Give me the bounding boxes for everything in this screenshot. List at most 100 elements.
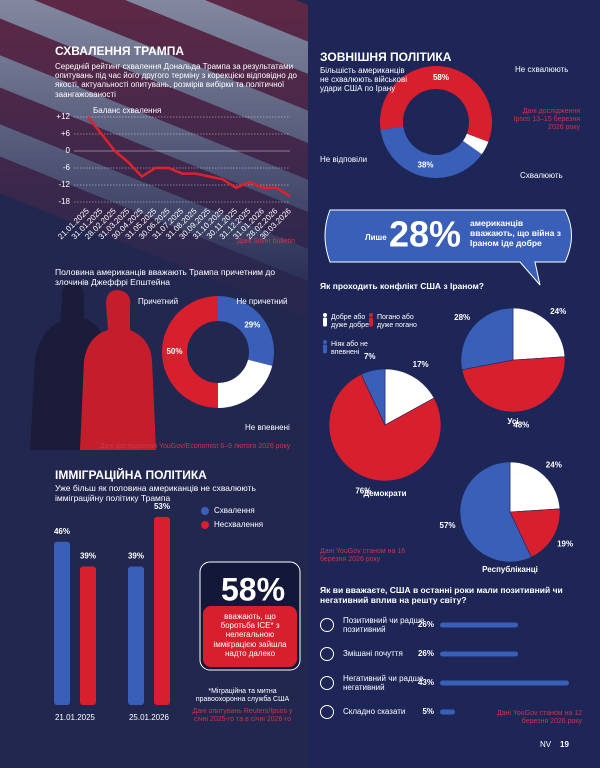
pie-slice [380,66,492,142]
section-subtitle: Уже більш як половина американців не схв… [55,483,256,503]
y-tick-label: -12 [58,180,70,189]
pie-slice [462,133,489,155]
y-tick-label: -6 [63,163,71,172]
footer-page: 19 [560,740,569,749]
value-label: 43% [418,678,434,687]
callout-headline: 58% [221,571,285,607]
value-label: 24% [546,460,562,469]
y-tick-label: +12 [56,112,70,121]
pie-slice [162,296,218,408]
value-label: 7% [364,352,376,361]
legend-icon [323,340,327,344]
category-label: Причетний [138,297,178,306]
pie-title: Усі [507,417,518,426]
value-label: 4% [470,138,482,147]
speech-bubble [324,209,572,286]
category-label: Не впевнені [245,423,290,432]
bar [440,709,455,715]
legend-label: Несхвалення [214,520,263,529]
value-label: 53% [154,502,170,511]
value-label: 26% [418,620,434,629]
source: Дані опитувань Reuters/Ipsos у січні 202… [192,708,293,724]
pie-slice [459,461,532,563]
pie-slice [509,461,561,513]
icon [320,676,334,690]
icon [320,647,334,661]
value-label: 17% [413,360,429,369]
pie-title: Демократи [363,489,406,498]
value-label: 19% [557,540,573,549]
pie-slice [380,126,482,179]
source: Дані Silver bulletin [237,238,295,245]
y-tick-label: 0 [66,146,71,155]
legend-icon [323,344,327,354]
chart-subtitle: Половина американців вважають Трампа при… [55,267,276,287]
value-label: 26% [418,649,434,658]
legend-swatch [201,521,209,529]
source: Дані YouGov станом на 16 березня 2026 ро… [320,548,406,564]
icon [320,618,334,632]
value-label: 58% [433,73,449,82]
legend-icon [323,313,327,317]
pie-slice [460,307,514,371]
value-label: 46% [54,527,70,536]
pie-slice [218,296,274,366]
note: *Міграційна та митна правоохоронна служб… [195,688,290,704]
line [87,116,291,198]
bar [440,622,518,628]
legend-icon [369,317,373,327]
bar [128,566,144,705]
value-label: 48% [513,421,529,430]
icon [320,705,334,719]
pie-title: Республіканці [482,565,538,574]
bar [80,566,96,705]
category-label: Не причетний [236,297,287,306]
value-label: 57% [440,521,456,530]
callout-headline: 28% [389,214,461,255]
category-label: Негативний чи радше негативний [343,674,424,693]
callout-red [203,606,297,667]
y-tick-label: +6 [61,129,71,138]
legend-icon [369,313,373,317]
pie-slice [328,373,442,482]
legend-swatch [201,507,209,515]
category-label: Складно сказати [343,707,406,716]
chart-title: Як ви вважаєте, США в останні роки мали … [320,585,563,605]
value-label: 38% [418,160,434,169]
footer-brand: NV [540,740,552,749]
category-label: Позитивний чи радше позитивний [343,616,425,635]
pie-slice [461,356,566,413]
legend-label: Погано або дуже погано [377,314,417,330]
value-label: 76% [355,487,371,496]
callout-prefix: Лише [365,233,387,242]
legend-label: Добре або дуже добре [331,314,369,330]
value-label: 28% [454,313,470,322]
axis-label: Баланс схвалення [93,106,161,115]
bar [154,516,170,705]
bar [440,651,518,657]
section-title: ІММІГРАЦІЙНА ПОЛІТИКА [55,468,207,482]
value-label: 39% [128,552,144,561]
callout-text: вважають, що боротьба ICE* з нелегальною… [213,612,287,658]
category-label: Схвалюють [520,171,563,180]
section-subtitle: Більшість американців не схвалюють війсь… [320,66,407,94]
section-subtitle: Середній рейтинг схвалення Дональда Трам… [55,62,297,99]
source: Дані дослідження YouGov/Economist 6–9 лю… [99,443,291,450]
pie-slice [218,359,273,408]
pie-slice [509,508,561,558]
value-label: 29% [244,320,260,329]
category-label: Не схвалюють [515,65,568,74]
bar [54,541,70,705]
value-label: 5% [422,707,434,716]
chart-title: Як проходить конфлікт США з Іраном? [320,281,484,291]
category-label: Не відповіли [320,155,367,164]
callout-text: американців вважають, що війна з Іраном … [470,218,561,248]
legend-icon [323,317,327,327]
legend-label: Схвалення [214,506,255,515]
x-tick-label: 21.01.2025 [55,713,96,722]
pie-slice [512,307,566,361]
category-label: Змішані почуття [343,649,403,658]
pie-slice [384,368,435,426]
